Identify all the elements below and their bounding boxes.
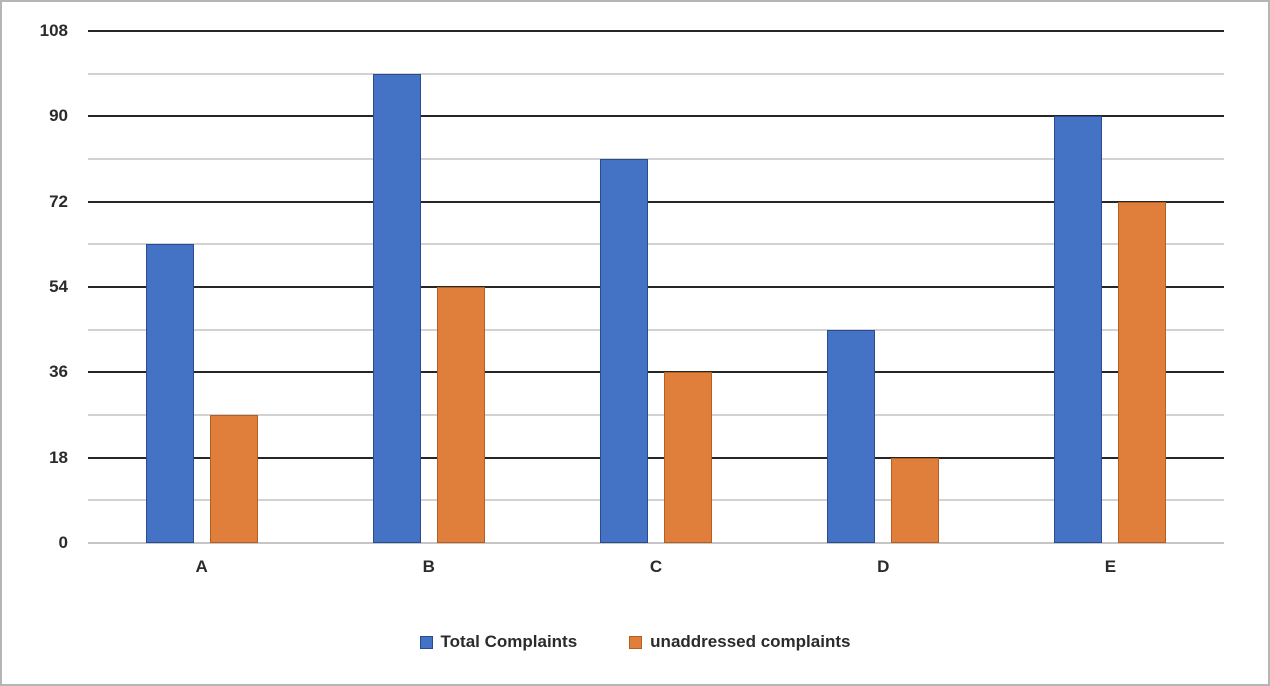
minor-gridline xyxy=(88,72,1224,75)
bar-E-total xyxy=(1054,116,1103,543)
legend: Total Complaints unaddressed complaints xyxy=(2,632,1268,652)
plot-area xyxy=(88,30,1224,544)
y-tick-label-90: 90 xyxy=(49,106,68,126)
bar-C-unaddressed xyxy=(664,372,712,543)
legend-item-unaddressed-complaints: unaddressed complaints xyxy=(629,632,850,652)
legend-label: Total Complaints xyxy=(440,632,578,651)
legend-swatch-orange xyxy=(629,635,643,649)
bar-D-unaddressed xyxy=(891,457,940,543)
major-gridline xyxy=(88,30,1224,32)
y-tick-label-36: 36 xyxy=(49,362,68,382)
x-tick-label-A: A xyxy=(195,557,208,576)
bar-D-total xyxy=(827,329,876,543)
y-tick-label-108: 108 xyxy=(39,21,68,40)
minor-gridline xyxy=(88,499,1224,502)
bar-A-total xyxy=(145,244,194,543)
bar-A-unaddressed xyxy=(209,415,258,543)
minor-gridline xyxy=(88,243,1224,246)
bar-B-total xyxy=(372,73,421,543)
y-tick-label-72: 72 xyxy=(49,191,68,211)
y-tick-label-18: 18 xyxy=(49,447,68,467)
major-gridline xyxy=(88,286,1224,288)
legend-swatch-blue xyxy=(419,635,433,649)
y-tick-label-54: 54 xyxy=(49,277,68,296)
x-axis-tick-labels: A B C D E xyxy=(88,557,1224,577)
major-gridline xyxy=(88,456,1224,459)
y-tick-label-0: 0 xyxy=(58,533,68,552)
minor-gridline xyxy=(88,328,1224,331)
x-tick-label-C: C xyxy=(649,557,663,576)
x-tick-label-B: B xyxy=(422,557,435,576)
legend-item-total-complaints: Total Complaints xyxy=(419,632,578,652)
bar-C-total xyxy=(600,159,648,543)
x-tick-label-E: E xyxy=(1104,557,1117,576)
axis-baseline xyxy=(88,542,1224,544)
x-tick-label-D: D xyxy=(877,557,890,576)
bar-B-unaddressed xyxy=(436,287,485,543)
legend-label: unaddressed complaints xyxy=(650,632,851,651)
bar-E-unaddressed xyxy=(1118,201,1167,543)
major-gridline xyxy=(88,200,1224,203)
major-gridline xyxy=(88,371,1224,374)
major-gridline xyxy=(88,115,1224,118)
minor-gridline xyxy=(88,158,1224,160)
minor-gridline xyxy=(88,414,1224,416)
